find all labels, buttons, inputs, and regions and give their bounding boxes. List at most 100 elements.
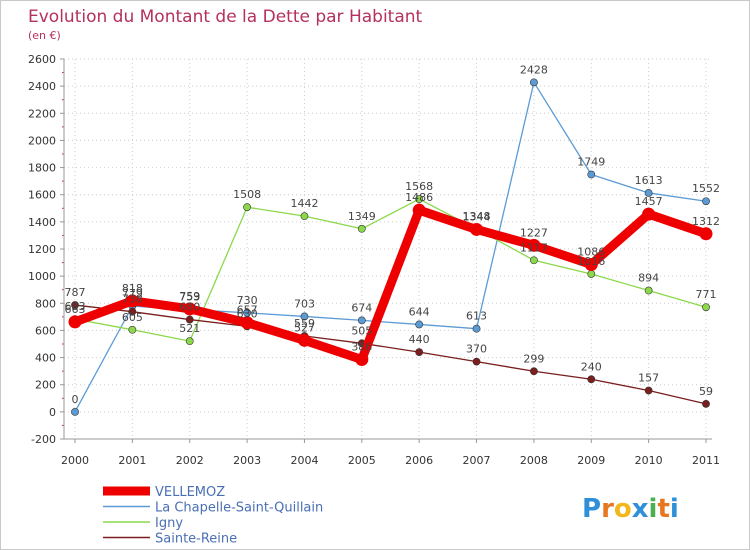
- data-labels: 0 779 753 730 703 674 644 613 2428 1749 1613 1552 68…: [65, 63, 721, 406]
- y-tick-label: 2000: [28, 134, 56, 147]
- data-point: [415, 195, 424, 203]
- data-point: [644, 189, 653, 197]
- x-tick-label: 2003: [233, 454, 261, 467]
- x-tick-label: 2002: [176, 454, 204, 467]
- data-point: [240, 316, 254, 330]
- data-label: 1016: [577, 255, 605, 268]
- data-point: [472, 324, 481, 333]
- y-tick-label: 200: [35, 379, 56, 392]
- data-label: 1568: [405, 180, 433, 193]
- data-label: 386: [351, 340, 372, 353]
- data-label: 0: [72, 393, 79, 406]
- y-tick-label: 1000: [28, 270, 56, 283]
- data-point: [470, 222, 484, 236]
- data-point: [644, 286, 653, 295]
- x-tick-label: 2000: [61, 454, 89, 467]
- data-label: 370: [466, 343, 487, 356]
- data-label: 1613: [635, 174, 663, 187]
- data-point: [530, 367, 538, 376]
- x-tick-label: 2007: [463, 454, 491, 467]
- x-tick-label: 2008: [520, 454, 548, 467]
- y-tick-label: 400: [35, 352, 56, 365]
- data-label: 1749: [577, 155, 605, 168]
- data-point: [642, 207, 656, 221]
- data-label: 759: [179, 290, 200, 303]
- data-label: 787: [65, 286, 86, 299]
- data-label: 605: [122, 311, 143, 324]
- data-label: 1552: [692, 182, 720, 195]
- chart-subtitle: (en €): [28, 29, 61, 42]
- data-label: 771: [696, 288, 717, 301]
- data-label: 59: [699, 385, 713, 398]
- data-point: [183, 302, 197, 316]
- logo-text: Proxiti: [582, 494, 679, 524]
- data-label: 2428: [520, 63, 548, 76]
- data-point: [125, 294, 139, 308]
- data-point: [472, 357, 481, 366]
- data-point: [128, 307, 137, 316]
- data-label: 440: [409, 333, 430, 346]
- data-label: 1486: [405, 191, 433, 204]
- data-point: [412, 203, 426, 217]
- series-line-0: [70, 205, 711, 364]
- y-tick-label: 2200: [28, 107, 56, 120]
- data-label: 240: [581, 360, 602, 373]
- data-label: 703: [294, 297, 315, 310]
- x-tick-label: 2004: [290, 454, 318, 467]
- data-label: 894: [638, 272, 659, 285]
- data-point: [243, 203, 251, 212]
- data-point: [128, 325, 137, 334]
- y-tick-label: 800: [35, 297, 56, 310]
- data-point: [530, 256, 538, 265]
- data-label: 680: [179, 301, 200, 314]
- data-label: 299: [523, 352, 544, 365]
- data-label: 779: [122, 287, 143, 300]
- data-label: 521: [179, 322, 200, 335]
- data-label: 674: [351, 301, 372, 314]
- data-label: 730: [237, 294, 258, 307]
- chart-title: Evolution du Montant de la Dette par Hab…: [28, 7, 423, 27]
- data-label: 753: [179, 291, 200, 304]
- data-label: 1442: [290, 197, 318, 210]
- data-label: 527: [294, 321, 315, 334]
- x-tick-label: 2006: [405, 454, 433, 467]
- data-point: [415, 348, 424, 357]
- data-label: 1344: [463, 210, 491, 223]
- data-label: 738: [122, 293, 143, 306]
- data-label: 630: [237, 307, 258, 320]
- legend-label: Igny: [155, 516, 183, 531]
- x-tick-label: 2010: [635, 454, 663, 467]
- data-point: [587, 375, 596, 384]
- data-label: 1086: [577, 245, 605, 258]
- data-label: 1457: [635, 195, 663, 208]
- data-label: 1348: [463, 210, 491, 223]
- data-label: 1227: [520, 226, 548, 239]
- proxiti-logo: Proxiti: [582, 494, 679, 524]
- data-point: [584, 257, 598, 271]
- y-tick-label: 1800: [28, 162, 56, 175]
- data-label: 818: [122, 282, 143, 295]
- data-point: [300, 312, 309, 321]
- data-point: [587, 270, 596, 278]
- data-label: 559: [294, 317, 315, 330]
- series-group: [68, 78, 713, 416]
- y-tick-label: 2400: [28, 80, 56, 93]
- y-tick-label: 0: [49, 406, 56, 419]
- data-point: [530, 78, 538, 87]
- data-point: [702, 303, 710, 312]
- axes: -200 0 200 400 600 800 1000 1200 1400 1600 1800 200…: [28, 53, 720, 467]
- data-point: [71, 407, 79, 416]
- data-label: 157: [638, 372, 659, 385]
- data-point: [71, 301, 79, 309]
- data-point: [297, 333, 311, 347]
- series-line-2: [74, 198, 707, 342]
- data-label: 1117: [520, 241, 548, 254]
- data-point: [355, 352, 369, 366]
- data-point: [702, 399, 710, 408]
- x-tick-label: 2005: [348, 454, 376, 467]
- data-label: 663: [65, 303, 86, 316]
- data-label: 644: [409, 305, 430, 318]
